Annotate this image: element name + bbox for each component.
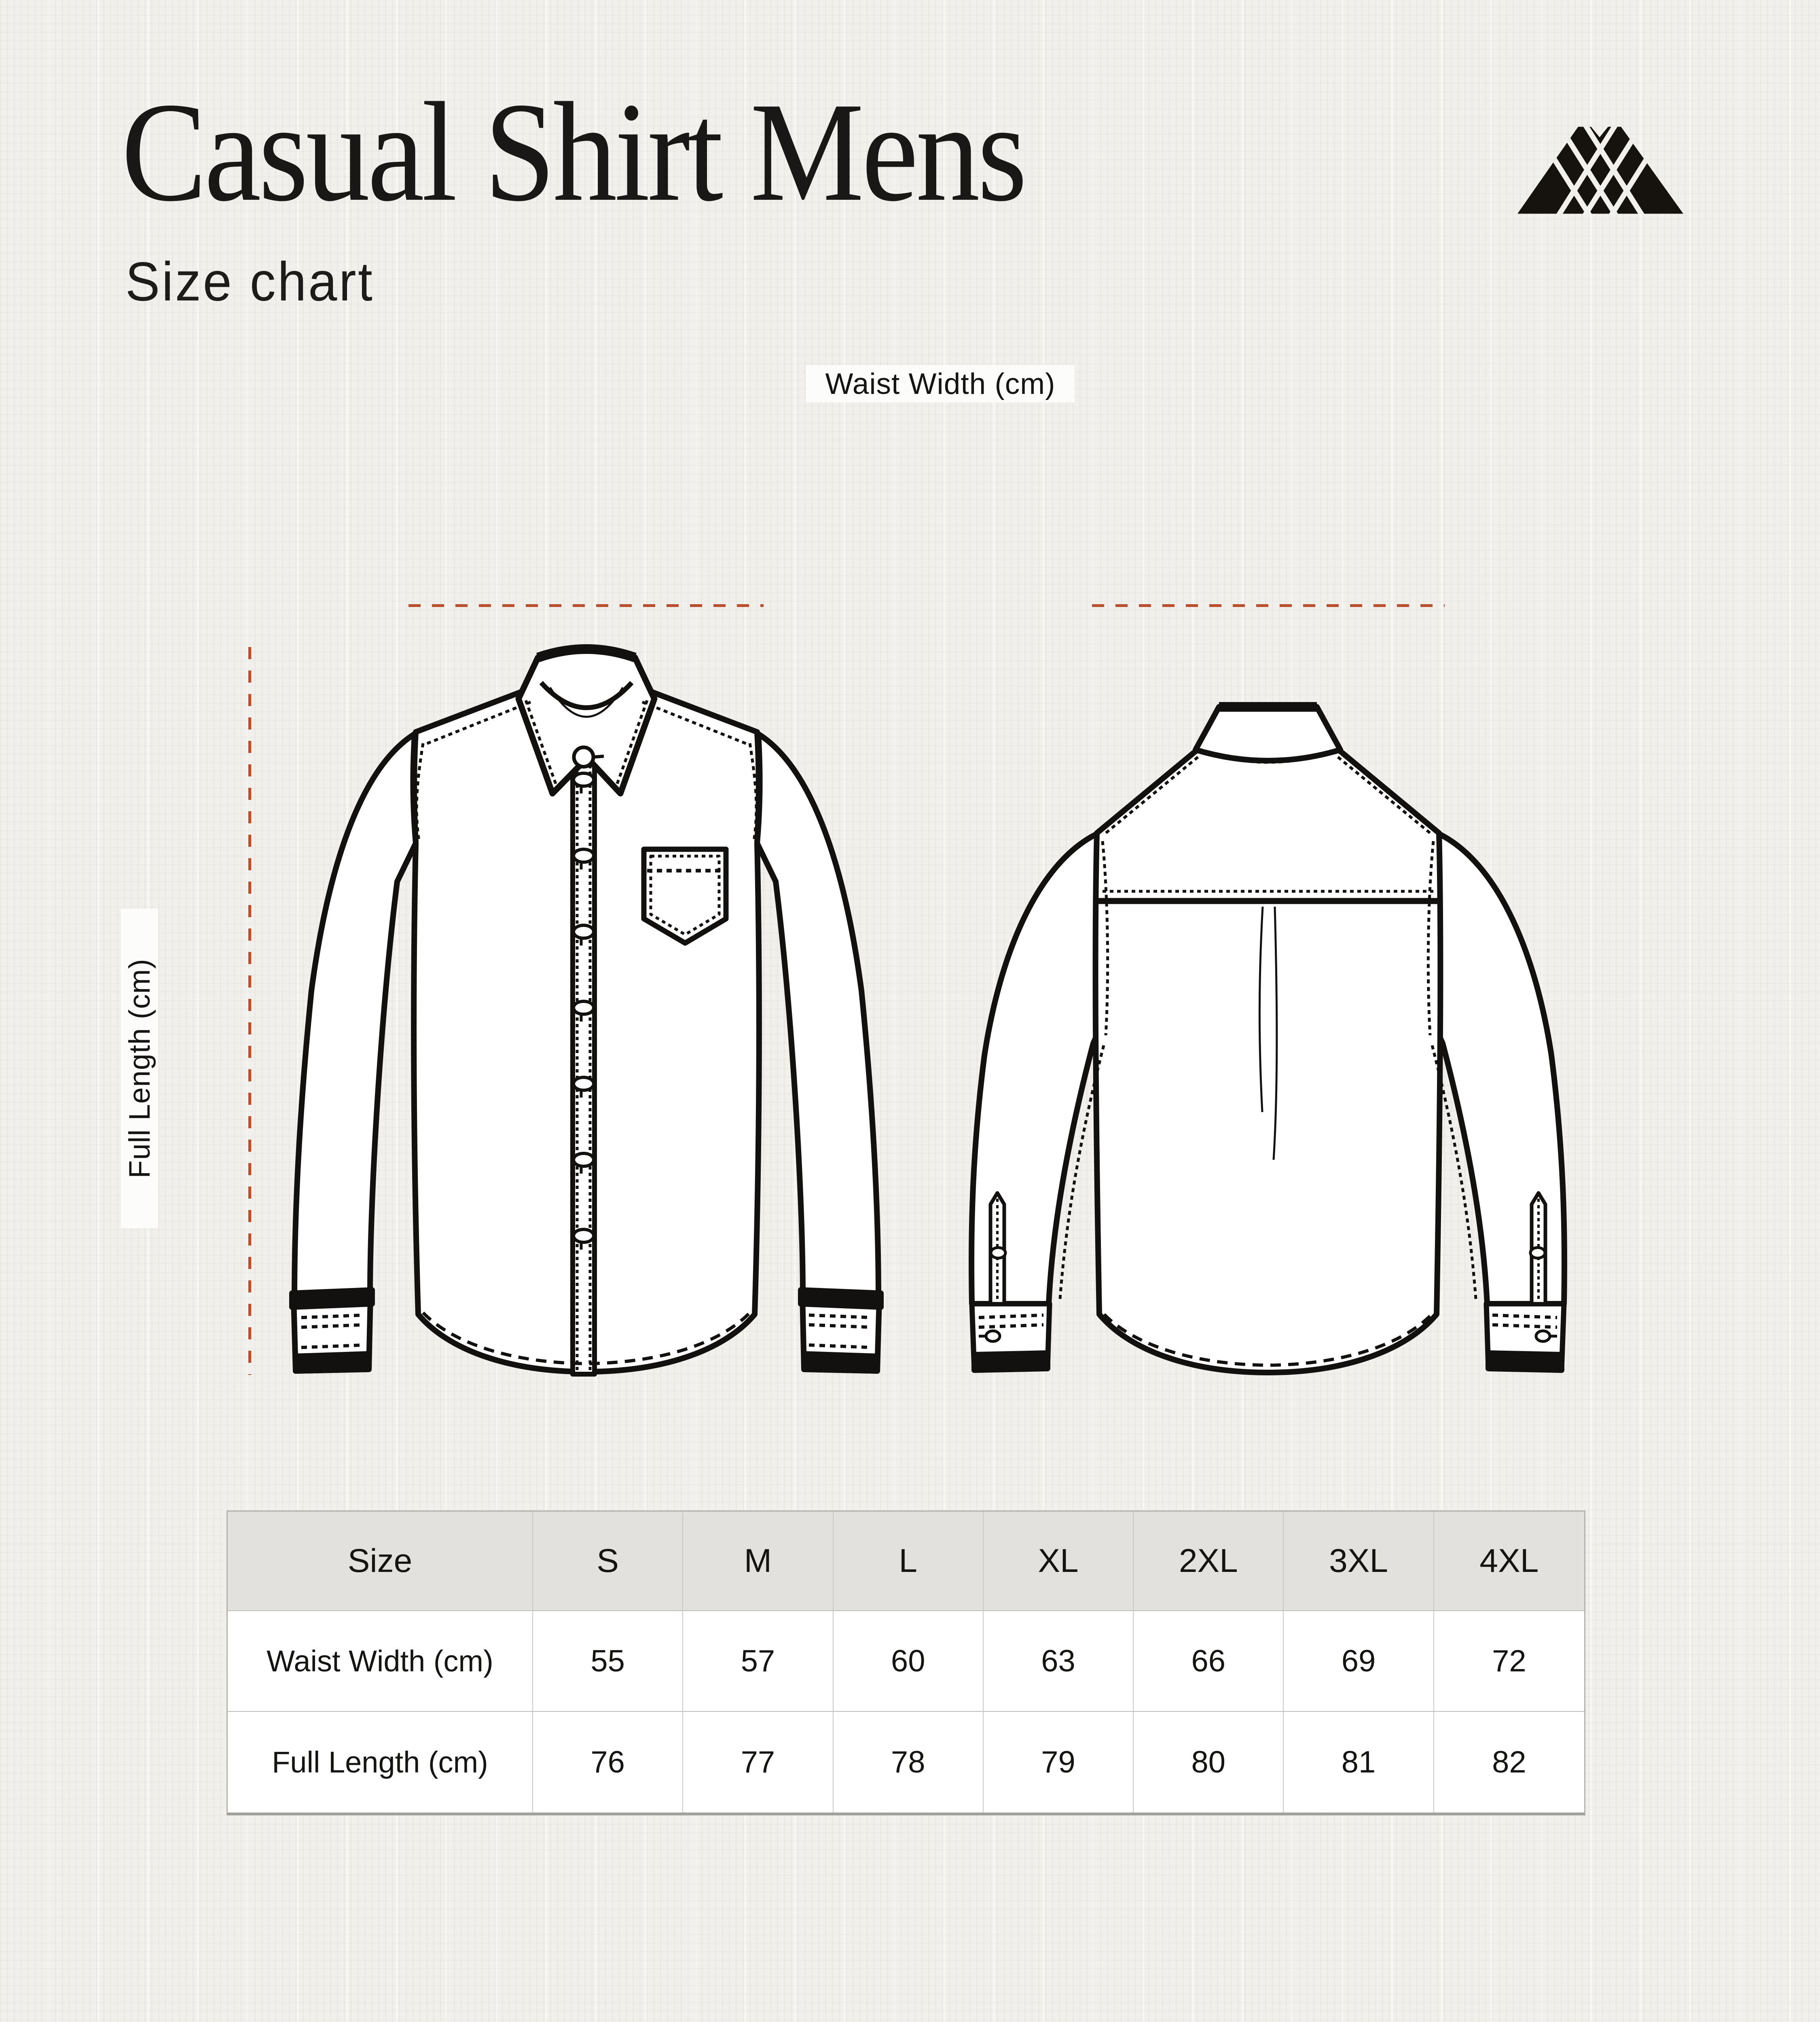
row-label-waist-width: Waist Width (cm) [228, 1611, 533, 1712]
value-waist-4xl: 72 [1434, 1611, 1584, 1712]
hanger-loop-strings [1258, 906, 1278, 1160]
front-buttons [572, 745, 604, 1250]
header-cell-3xl: 3XL [1284, 1512, 1434, 1611]
value-length-xl: 79 [983, 1712, 1134, 1813]
value-waist-s: 55 [533, 1611, 684, 1712]
waist-width-dimension-label: Waist Width (cm) [806, 365, 1075, 402]
value-waist-2xl: 66 [1134, 1611, 1284, 1712]
waist-dashed-line-back [1092, 604, 1445, 607]
header-cell-2xl: 2XL [1134, 1512, 1284, 1611]
shirt-back-illustration [969, 702, 1567, 1375]
size-table: Size S M L XL 2XL 3XL 4XL Waist Width (c… [226, 1510, 1585, 1815]
header-cell-4xl: 4XL [1434, 1512, 1584, 1611]
page-subtitle: Size chart [125, 251, 375, 312]
header-cell-l: L [833, 1512, 984, 1611]
value-waist-l: 60 [833, 1611, 984, 1712]
full-length-dashed-line [248, 647, 251, 1375]
brand-logo-icon [1517, 127, 1683, 214]
row-label-full-length: Full Length (cm) [228, 1712, 533, 1813]
value-length-l: 78 [833, 1712, 984, 1813]
value-length-s: 76 [533, 1712, 684, 1813]
value-waist-xl: 63 [983, 1611, 1134, 1712]
full-length-dimension-label: Full Length (cm) [121, 909, 158, 1228]
value-length-4xl: 82 [1434, 1712, 1584, 1813]
header-cell-m: M [683, 1512, 834, 1611]
page-title: Casual Shirt Mens [121, 73, 1027, 231]
value-length-3xl: 81 [1284, 1712, 1434, 1813]
header-cell-xl: XL [983, 1512, 1134, 1611]
header-cell-s: S [533, 1512, 684, 1611]
value-length-2xl: 80 [1134, 1712, 1284, 1813]
shirt-front-illustration [289, 644, 884, 1377]
value-waist-m: 57 [683, 1611, 834, 1712]
shirt-illustrations [289, 644, 1567, 1377]
waist-dashed-line-front [408, 604, 764, 607]
value-length-m: 77 [683, 1712, 834, 1813]
header-cell-size: Size [228, 1512, 533, 1611]
value-waist-3xl: 69 [1284, 1611, 1434, 1712]
